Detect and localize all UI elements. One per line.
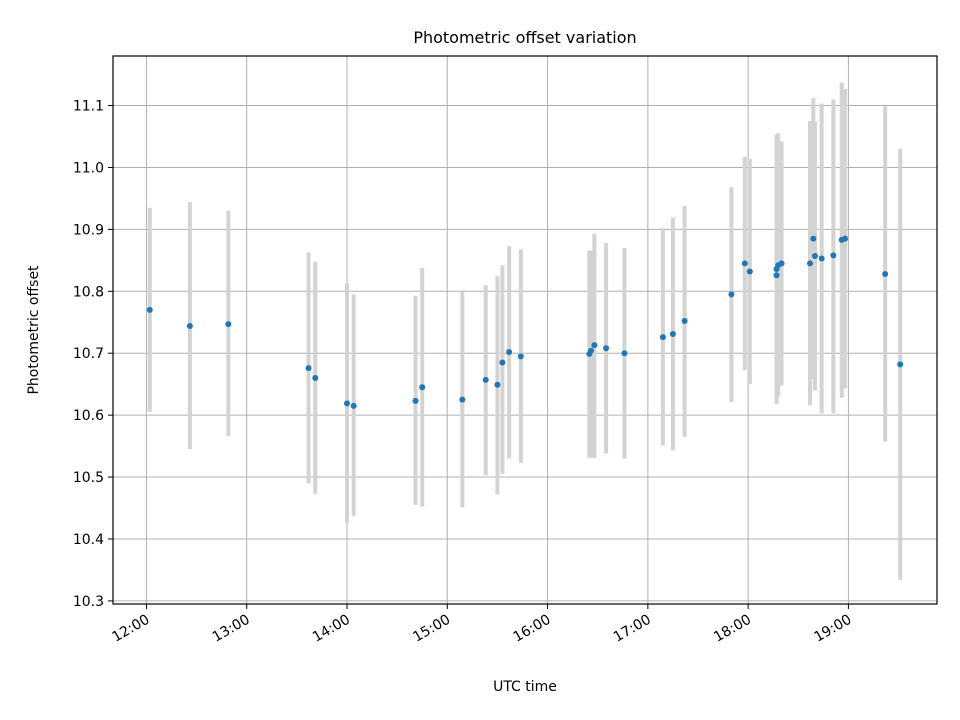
data-point	[897, 361, 904, 368]
data-point	[225, 321, 232, 328]
plot-frame	[112, 55, 938, 605]
data-point	[506, 348, 513, 355]
y-tick-label: 10.3	[73, 594, 104, 610]
data-point	[494, 381, 501, 388]
data-point	[499, 359, 506, 366]
data-points	[146, 235, 904, 409]
data-point	[412, 397, 419, 404]
data-point	[778, 260, 785, 267]
data-point	[746, 268, 753, 275]
x-axis-label: UTC time	[493, 679, 557, 695]
y-tick-label: 10.5	[73, 470, 104, 486]
y-tick-label: 10.7	[73, 346, 104, 362]
data-point	[305, 365, 312, 372]
data-point	[811, 253, 818, 260]
y-tick-label: 10.9	[73, 222, 104, 238]
data-point	[482, 376, 489, 383]
data-point	[621, 350, 628, 357]
data-point	[343, 400, 350, 407]
data-point	[312, 374, 319, 381]
data-point	[681, 318, 688, 325]
data-point	[517, 353, 524, 360]
y-axis-label: Photometric offset	[26, 265, 42, 395]
data-point	[659, 334, 666, 341]
y-tick-label: 11.0	[73, 160, 104, 176]
y-tick-label: 11.1	[73, 99, 104, 115]
data-point	[818, 255, 825, 262]
y-tick-label: 10.4	[73, 532, 104, 548]
data-point	[588, 347, 595, 354]
data-point	[669, 331, 676, 338]
data-point	[728, 291, 735, 298]
data-point	[186, 322, 193, 329]
data-point	[419, 384, 426, 391]
y-tick-label: 10.6	[73, 408, 104, 424]
chart-title: Photometric offset variation	[413, 28, 636, 47]
data-point	[830, 252, 837, 259]
data-point	[773, 272, 780, 279]
data-point	[741, 260, 748, 267]
data-point	[591, 342, 598, 349]
data-point	[842, 235, 849, 242]
grid-lines	[113, 56, 937, 604]
data-point	[882, 270, 889, 277]
data-point	[806, 260, 813, 267]
data-point	[350, 402, 357, 409]
data-point	[459, 396, 466, 403]
data-point	[146, 306, 153, 313]
data-point	[603, 345, 610, 352]
y-tick-label: 10.8	[73, 284, 104, 300]
y-axis: 10.3 10.4 10.5 10.6 10.7 10.8 10.9 11.0 11.1	[73, 99, 113, 610]
data-point	[810, 235, 817, 242]
